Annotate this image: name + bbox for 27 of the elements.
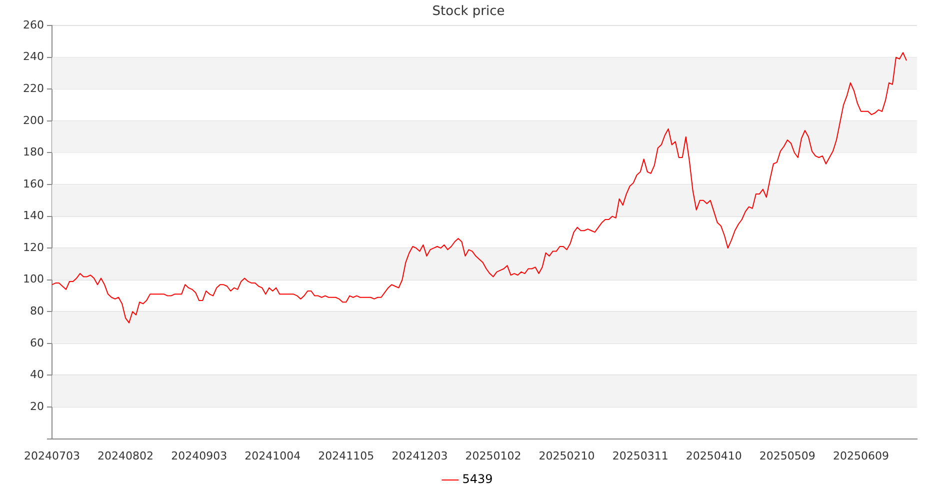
x-tick-label: 20241105 — [318, 449, 374, 462]
x-tick-label: 20240802 — [98, 449, 154, 462]
x-tick-label: 20250410 — [686, 449, 742, 462]
y-tick-label: 120 — [22, 240, 44, 254]
x-tick-label: 20240703 — [24, 449, 80, 462]
y-tick-label: 140 — [22, 209, 44, 222]
y-tick-label: 220 — [22, 82, 44, 96]
chart-title: Stock price — [432, 4, 505, 20]
y-tick-label: 260 — [22, 18, 44, 32]
y-tick-label: 40 — [30, 368, 44, 382]
y-tick-label: 240 — [22, 50, 44, 64]
x-tick-label: 20250102 — [465, 449, 522, 462]
x-tick-label: 20250509 — [759, 449, 816, 462]
x-tick-label: 20240903 — [171, 449, 228, 462]
x-tick-label: 20250210 — [538, 449, 595, 462]
y-tick-label: 100 — [22, 272, 44, 286]
x-tick-label: 20250311 — [612, 449, 668, 462]
y-tick-label: 80 — [30, 304, 44, 318]
x-tick-label: 20250609 — [832, 449, 889, 462]
x-tick-label: 20241004 — [244, 449, 301, 462]
y-tick-label: 20 — [30, 400, 44, 413]
legend-label: 5439 — [462, 472, 493, 486]
y-tick-label: 160 — [22, 177, 44, 190]
y-tick-label: 60 — [30, 336, 44, 350]
y-tick-label: 180 — [22, 146, 44, 159]
y-tick-label: 200 — [22, 114, 44, 127]
x-tick-label: 20241203 — [392, 449, 448, 462]
